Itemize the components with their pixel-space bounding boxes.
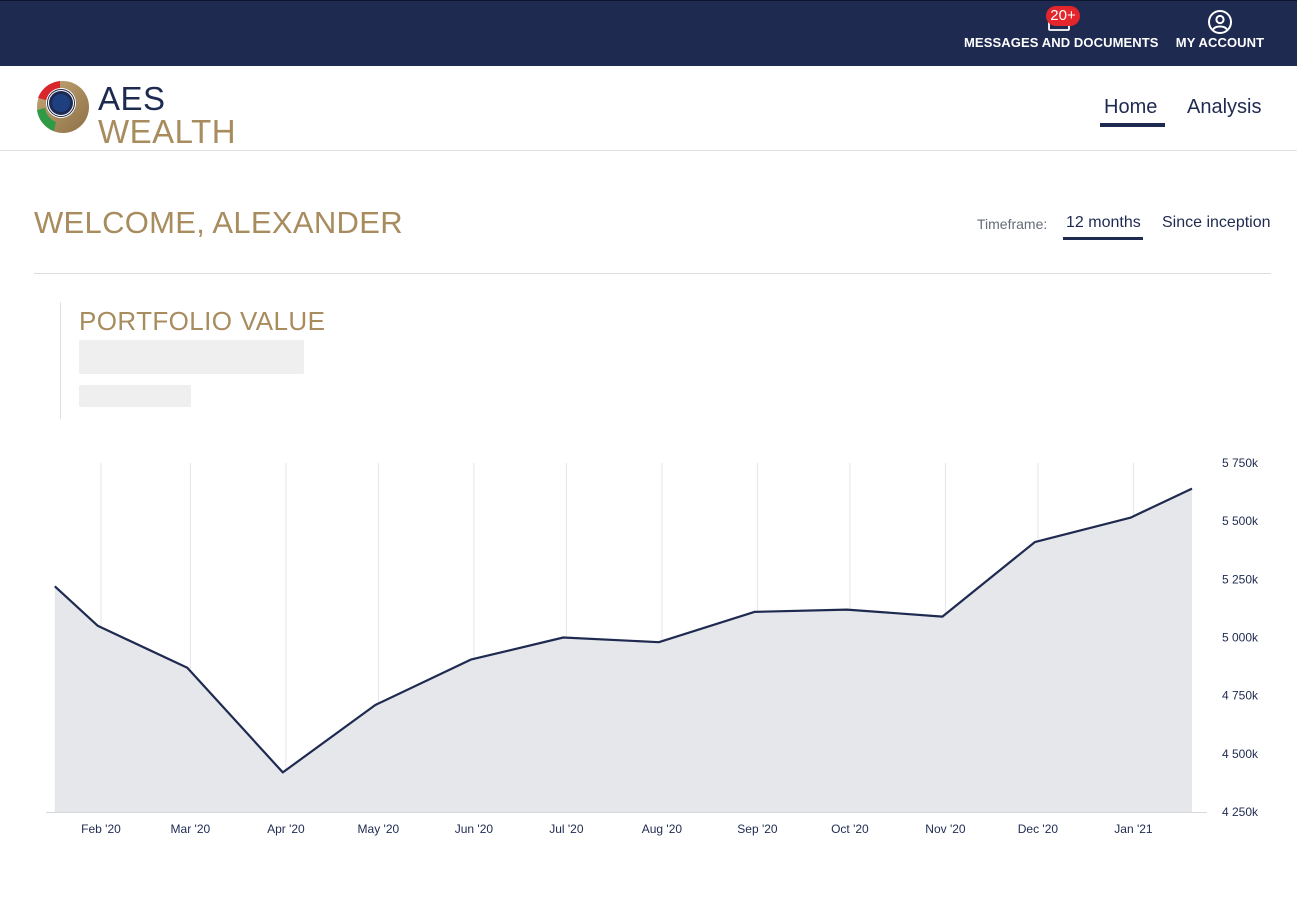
y-tick-label: 5 750k: [1222, 456, 1259, 470]
y-tick-label: 5 000k: [1222, 631, 1259, 645]
portfolio-value-chart[interactable]: Feb '20 Mar '20 Apr '20 May '20 Jun '20 Jul '…: [0, 450, 1297, 850]
messages-badge: 20+: [1046, 6, 1080, 26]
y-tick-label: 4 250k: [1222, 805, 1259, 819]
x-tick-label: May '20: [358, 822, 400, 836]
x-tick-label: Jun '20: [455, 822, 494, 836]
messages-label: MESSAGES AND DOCUMENTS: [964, 35, 1159, 50]
timeframe-label: Timeframe:: [977, 216, 1048, 232]
logo-text-wealth: WEALTH: [98, 113, 237, 150]
my-account-button[interactable]: MY ACCOUNT: [1174, 7, 1266, 61]
x-tick-label: Apr '20: [267, 822, 305, 836]
portfolio-change-placeholder: [79, 385, 191, 407]
logo-text-aes: AES: [98, 80, 166, 117]
top-bar: 20+ MESSAGES AND DOCUMENTS MY ACCOUNT: [0, 0, 1297, 66]
timeframe-active-indicator: [1063, 237, 1143, 240]
x-tick-label: Jul '20: [549, 822, 584, 836]
portfolio-value-placeholder: [79, 340, 304, 374]
y-tick-label: 5 250k: [1222, 572, 1259, 586]
x-tick-label: Sep '20: [737, 822, 778, 836]
welcome-heading: WELCOME, ALEXANDER: [34, 205, 403, 240]
nav-analysis[interactable]: Analysis: [1187, 96, 1262, 118]
nav-home[interactable]: Home: [1104, 96, 1158, 118]
portfolio-accent-bar: [60, 302, 61, 419]
portfolio-line: [54, 487, 1193, 774]
x-tick-label: Dec '20: [1018, 822, 1059, 836]
user-circle-icon: [1208, 10, 1232, 34]
portfolio-area: [54, 488, 1193, 812]
y-tick-label: 4 750k: [1222, 689, 1259, 703]
x-tick-label: Mar '20: [171, 822, 211, 836]
timeframe-12-months[interactable]: 12 months: [1066, 214, 1141, 231]
section-divider: [34, 273, 1271, 274]
my-account-label: MY ACCOUNT: [1175, 35, 1265, 50]
x-tick-label: Jan '21: [1114, 822, 1153, 836]
messages-and-documents-button[interactable]: 20+ MESSAGES AND DOCUMENTS: [964, 6, 1159, 61]
aes-wealth-logo[interactable]: AES WEALTH: [34, 78, 236, 148]
x-tick-label: Aug '20: [642, 822, 683, 836]
logo-emblem-icon: [37, 81, 89, 133]
portfolio-value-title: PORTFOLIO VALUE: [79, 306, 326, 336]
y-tick-label: 5 500k: [1222, 514, 1259, 528]
site-header: AES WEALTH Home Analysis: [0, 66, 1297, 151]
x-tick-label: Nov '20: [925, 822, 966, 836]
x-tick-label: Oct '20: [831, 822, 869, 836]
nav-active-indicator: [1100, 123, 1165, 127]
timeframe-since-inception[interactable]: Since inception: [1162, 214, 1271, 231]
x-tick-label: Feb '20: [81, 822, 121, 836]
y-tick-label: 4 500k: [1222, 747, 1259, 761]
